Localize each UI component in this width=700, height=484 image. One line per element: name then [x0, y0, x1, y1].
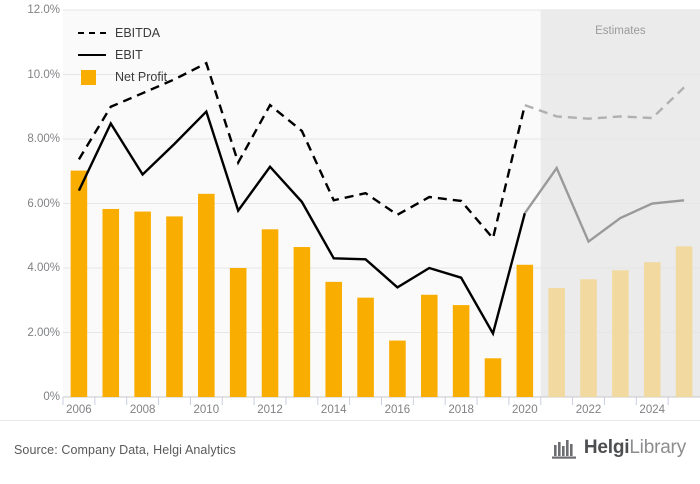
bar-net-profit[interactable] [612, 270, 629, 397]
bar-net-profit[interactable] [134, 211, 151, 397]
bar-net-profit[interactable] [484, 358, 502, 397]
line-ebit [77, 109, 526, 337]
bar-net-profit[interactable] [198, 193, 215, 397]
solid-line-key-icon [78, 48, 106, 62]
chart-svg [62, 9, 700, 405]
plot-area: 0% 2.00% 4.00% 6.00% 8.00% 10.0% 12.0% 2006 200… [0, 0, 700, 420]
brand-logo[interactable]: HelgiLibrary [551, 437, 686, 459]
bar-net-profit[interactable] [70, 170, 88, 397]
bar-net-profit[interactable] [102, 208, 120, 397]
brand-wordmark: HelgiLibrary [584, 437, 686, 459]
y-axis-tick-label: 2.00% [27, 326, 60, 339]
legend-item-ebit[interactable]: EBIT [78, 44, 167, 66]
legend-label-ebitda: EBITDA [115, 26, 161, 40]
chart-legend: EBITDA EBIT Net Profit [78, 22, 167, 88]
x-axis-tick-label: 2006 [66, 404, 92, 416]
bar-net-profit[interactable] [166, 216, 183, 397]
bar-net-profit[interactable] [452, 305, 470, 397]
y-axis-tick-label: 12.0% [27, 4, 60, 16]
y-axis-tick-label: 10.0% [27, 68, 60, 81]
bar-net-profit[interactable] [548, 287, 565, 397]
x-axis-tick-label: 2022 [575, 404, 602, 416]
bar-net-profit[interactable] [643, 262, 661, 397]
line-ebitda [524, 86, 685, 120]
x-axis-tick-label: 2020 [512, 404, 538, 416]
legend-label-net-profit: Net Profit [115, 70, 168, 84]
chart-footer: Source: Company Data, Helgi Analytics He… [0, 420, 700, 484]
y-axis-tick-label: 4.00% [27, 262, 60, 274]
line-ebitda [77, 61, 526, 241]
orange-square-key-icon [78, 69, 106, 85]
y-axis-tick-label: 6.00% [27, 197, 60, 210]
x-axis-tick-label: 2018 [448, 404, 474, 416]
brand-name-light: Library [629, 437, 686, 458]
bar-net-profit[interactable] [516, 264, 534, 397]
bar-net-profit[interactable] [580, 279, 597, 397]
y-axis-tick-label: 0% [43, 391, 60, 403]
y-axis-tick-label: 8.00% [27, 133, 60, 145]
library-building-icon [551, 440, 576, 459]
x-axis-tick-label: 2012 [257, 404, 283, 416]
legend-label-ebit: EBIT [115, 48, 143, 62]
x-axis-tick-label: 2016 [384, 404, 411, 416]
bar-net-profit[interactable] [389, 340, 406, 397]
legend-item-net-profit[interactable]: Net Profit [78, 66, 167, 88]
line-ebit [523, 165, 685, 244]
estimates-band-label: Estimates [595, 25, 646, 37]
bar-net-profit[interactable] [420, 294, 438, 397]
x-axis-tick-label: 2014 [320, 404, 347, 416]
dashed-line-key-icon [78, 26, 106, 40]
source-note: Source: Company Data, Helgi Analytics [14, 443, 236, 457]
bar-net-profit[interactable] [357, 297, 374, 397]
bar-net-profit[interactable] [293, 247, 311, 397]
bar-net-profit[interactable] [675, 246, 693, 397]
legend-item-ebitda[interactable]: EBITDA [78, 22, 167, 44]
bar-net-profit[interactable] [325, 281, 343, 397]
x-axis-tick-label: 2010 [193, 404, 220, 416]
x-axis-tick-label: 2024 [639, 404, 666, 416]
bar-net-profit[interactable] [261, 229, 279, 397]
y-axis-labels: 0% 2.00% 4.00% 6.00% 8.00% 10.0% 12.0% [0, 0, 60, 420]
x-axis-tick-label: 2008 [129, 404, 156, 416]
brand-name-strong: Helgi [583, 437, 630, 458]
bar-net-profit[interactable] [229, 268, 247, 397]
